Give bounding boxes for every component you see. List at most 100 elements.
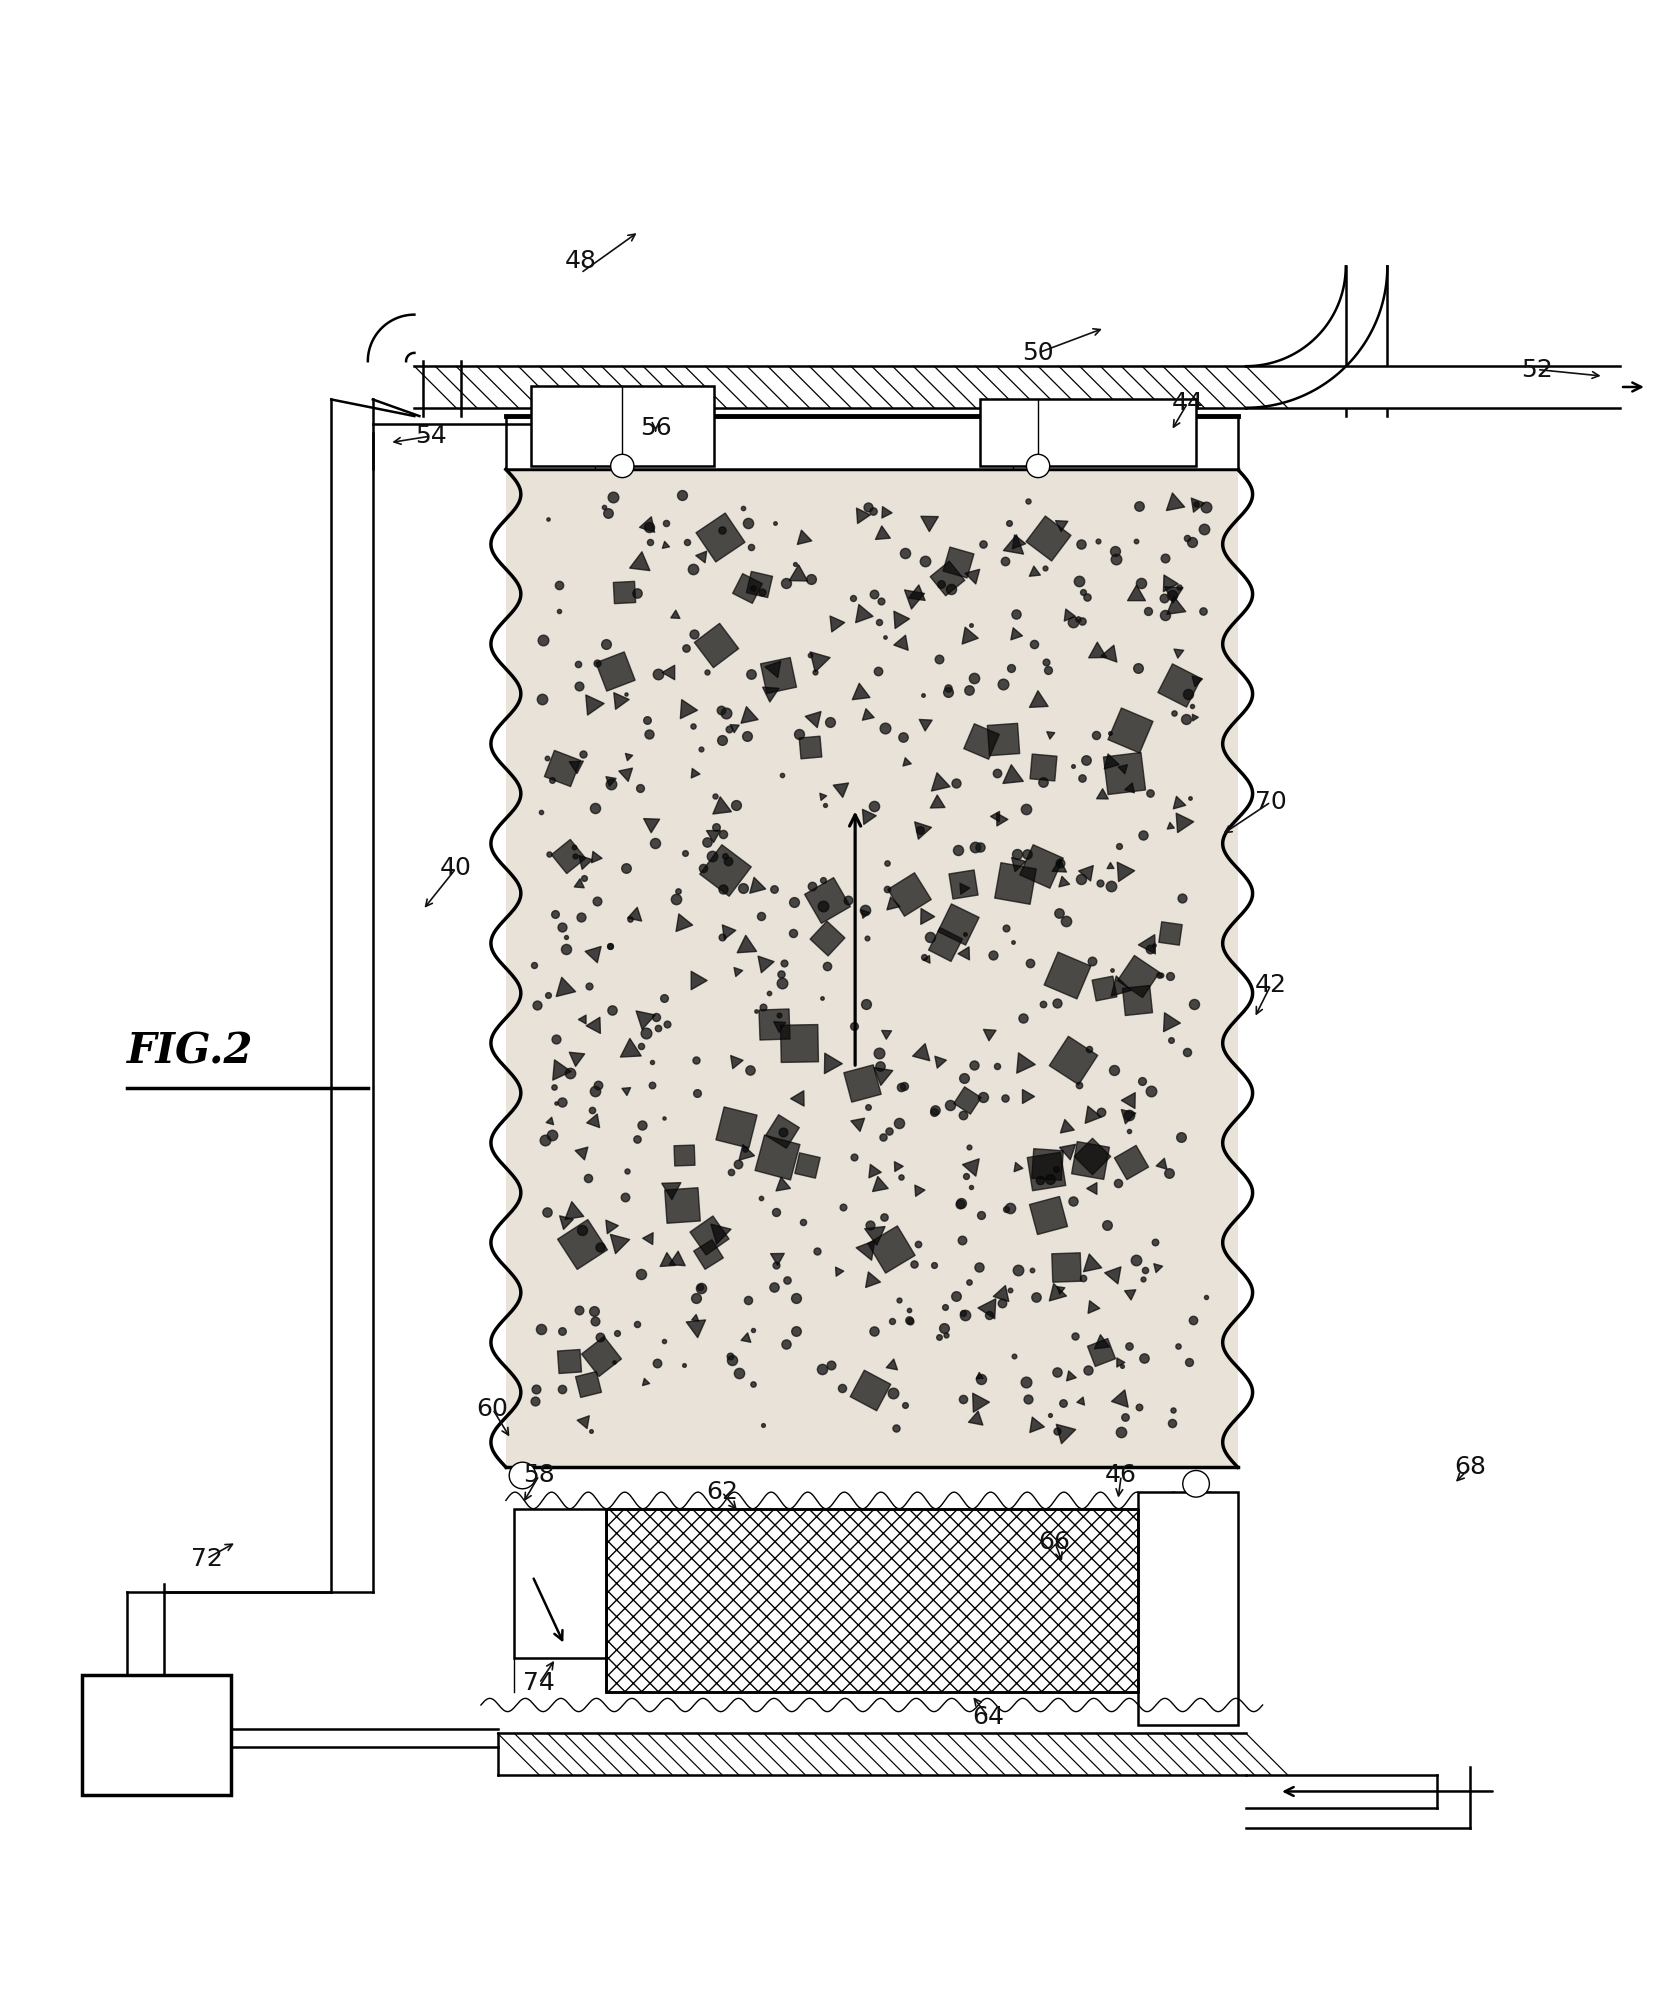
Point [689,851,716,883]
Point [721,1046,748,1078]
Point [595,497,622,529]
Point [889,721,916,753]
Point [552,933,579,965]
Point [966,1360,993,1392]
Point [1098,953,1125,985]
Point [1060,1044,1087,1076]
Point [963,831,989,863]
Point [949,1224,976,1256]
Point [798,871,825,903]
Point [1060,749,1087,781]
Point [627,771,654,803]
Point [951,917,978,949]
Point [580,1106,607,1138]
Point [652,1244,679,1276]
Point [714,915,741,947]
Point [557,1058,584,1090]
Point [597,929,624,961]
Point [735,1284,761,1316]
Point [1144,1252,1171,1284]
Point [872,495,899,527]
Point [542,899,569,931]
Point [570,861,597,893]
Point [780,917,807,949]
Point [840,583,867,615]
Point [966,831,993,863]
Circle shape [610,455,634,477]
Point [1033,1148,1060,1180]
Point [530,623,557,655]
Point [562,749,589,781]
Point [570,1406,597,1438]
Text: 66: 66 [1038,1530,1070,1554]
Point [1127,567,1154,599]
Point [703,629,729,661]
Point [1085,525,1112,557]
Point [1117,1146,1144,1178]
Point [818,1350,845,1382]
Text: 54: 54 [416,425,446,449]
Point [706,1216,733,1248]
Point [1169,881,1196,913]
Point [1087,1326,1114,1358]
Point [610,1182,637,1214]
Point [854,1092,880,1124]
Point [669,1190,696,1222]
Point [937,573,964,605]
Point [1073,743,1100,775]
Point [733,929,760,961]
Point [709,515,736,547]
Point [584,885,610,917]
Point [901,1248,927,1280]
Point [1159,579,1186,611]
Point [865,1170,892,1202]
Point [604,1226,631,1258]
Point [1164,787,1191,819]
Point [711,839,738,871]
Point [688,1272,714,1304]
Point [522,1372,548,1404]
Point [912,545,939,577]
Point [1140,929,1167,961]
Point [723,789,750,821]
Point [1166,669,1192,701]
Point [522,1386,548,1418]
Point [999,925,1026,957]
Point [1078,1140,1105,1172]
Point [911,941,937,973]
Point [1122,1244,1149,1276]
Point [1105,1168,1132,1200]
Point [999,1340,1026,1372]
Text: 60: 60 [476,1396,508,1420]
Point [1018,1254,1045,1286]
Point [854,801,880,833]
Point [948,1188,974,1220]
Point [969,529,996,561]
Point [696,1218,723,1250]
Polygon shape [1246,266,1387,409]
Point [869,585,896,617]
Point [793,1150,820,1182]
Point [797,563,823,595]
Point [864,655,890,687]
Point [617,1034,644,1066]
Point [852,987,879,1020]
Point [797,731,823,763]
Point [828,1372,855,1404]
Point [879,1232,906,1264]
Point [768,759,795,791]
Point [1050,1388,1077,1420]
Point [770,1116,797,1148]
Point [642,1002,669,1034]
Point [781,547,808,579]
Point [993,545,1020,577]
Point [1021,1408,1048,1440]
Point [1083,719,1110,751]
Point [1050,1416,1077,1448]
Point [632,1366,659,1398]
Text: 62: 62 [706,1480,738,1504]
Point [1073,855,1100,887]
Point [983,1050,1010,1082]
Bar [506,417,1238,469]
Point [1125,1392,1152,1424]
